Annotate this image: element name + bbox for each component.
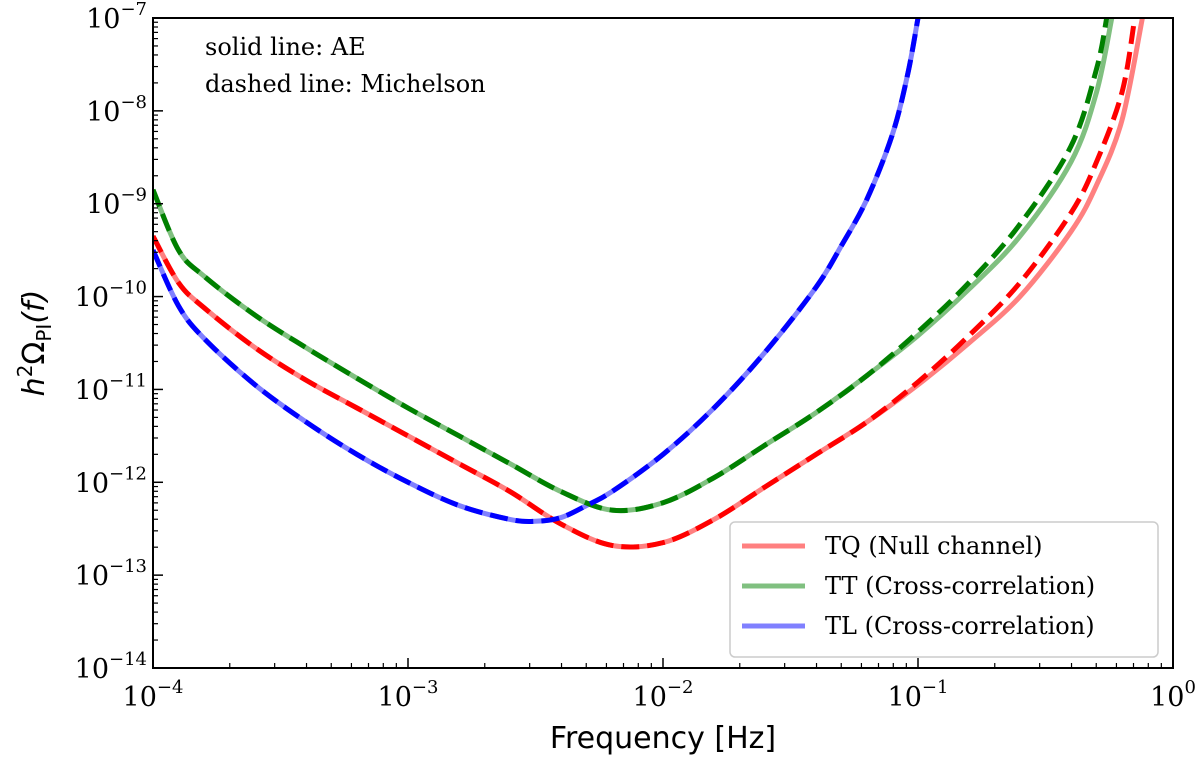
x-tick-label: 10−4 <box>123 677 184 713</box>
y-tick-label: 10−9 <box>86 185 147 221</box>
y-tick-label: 10−12 <box>75 463 147 499</box>
legend-box <box>729 521 1159 658</box>
y-tick-label: 10−10 <box>75 278 147 314</box>
annotation-dashed: dashed line: Michelson <box>205 70 486 98</box>
legend-label: TQ (Null channel) <box>825 532 1042 560</box>
y-label-sup: 2 <box>13 365 37 378</box>
y-tick-label: 10−14 <box>75 649 147 685</box>
y-label-base: h <box>17 377 52 396</box>
series-line-tl-michelson <box>153 18 921 525</box>
y-axis-label: h2ΩPI(f) <box>13 290 56 397</box>
series-line-tt-michelson <box>153 18 1110 514</box>
x-axis-label: Frequency [Hz] <box>550 721 776 756</box>
x-tick-label: 10−3 <box>378 677 439 713</box>
legend: TQ (Null channel) TT (Cross-correlation) T… <box>729 521 1159 658</box>
y-tick-label: 10−11 <box>75 370 147 406</box>
x-tick-label: 100 <box>1150 677 1196 713</box>
x-tick-label: 10−1 <box>888 677 949 713</box>
series-layer <box>153 18 1145 550</box>
ticks-layer: 10−4 10−3 10−2 10−1 100 10−7 10−8 10−9 10−10 10−1… <box>75 0 1196 713</box>
annotation-solid: solid line: AE <box>205 33 366 61</box>
series-line-tq-michelson <box>153 18 1138 550</box>
legend-label: TL (Cross-correlation) <box>825 612 1095 640</box>
y-tick-label: 10−8 <box>86 92 147 128</box>
y-label-arg: (f) <box>17 290 52 324</box>
svg-text:h2ΩPI(f): h2ΩPI(f) <box>13 290 56 397</box>
y-label-sub: PI <box>32 324 56 342</box>
legend-label: TT (Cross-correlation) <box>825 572 1095 600</box>
y-tick-label: 10−7 <box>86 0 147 35</box>
y-tick-label: 10−13 <box>75 556 147 592</box>
y-label-omega: Ω <box>17 342 52 365</box>
x-tick-label: 10−2 <box>633 677 694 713</box>
